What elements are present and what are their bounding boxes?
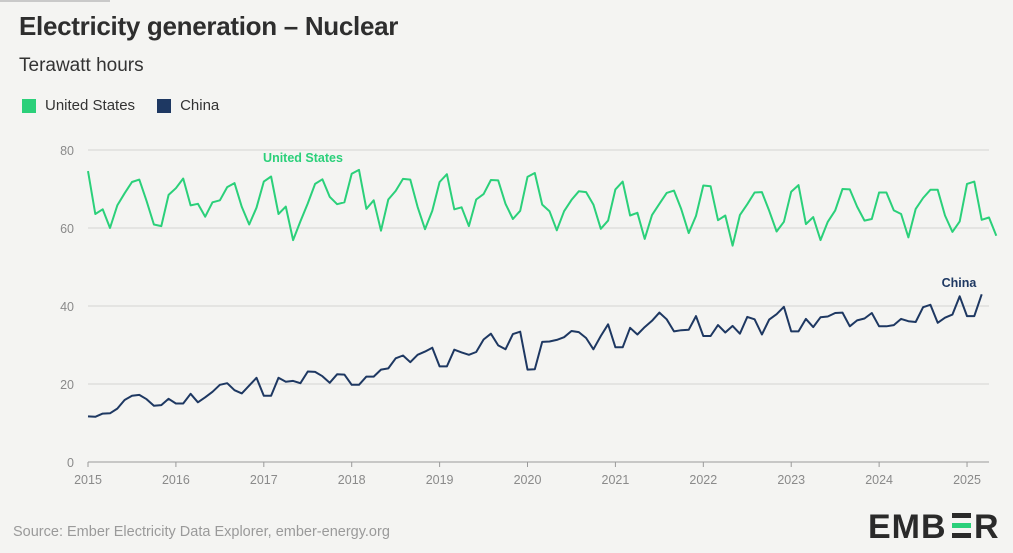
legend-item-united-states[interactable]: United States	[22, 97, 135, 114]
x-tick-label: 2023	[777, 473, 805, 487]
ember-logo: EMB R	[868, 508, 999, 543]
series-line-china	[87, 293, 983, 418]
y-tick-label: 60	[60, 222, 74, 236]
legend-swatch-united-states	[22, 98, 36, 113]
source-note: Source: Ember Electricity Data Explorer,…	[13, 524, 390, 540]
x-tick-label: 2022	[689, 473, 717, 487]
svg-text:R: R	[974, 508, 999, 543]
logo-e-bars	[952, 513, 971, 538]
series-label-china: China	[942, 276, 978, 290]
x-tick-label: 2018	[338, 473, 366, 487]
legend-label-china: China	[180, 97, 220, 114]
x-tick-label: 2019	[426, 473, 454, 487]
x-tick-label: 2024	[865, 473, 893, 487]
chart-subtitle: Terawatt hours	[19, 55, 144, 76]
x-tick-label: 2015	[74, 473, 102, 487]
y-tick-label: 0	[67, 456, 74, 470]
legend-item-china[interactable]: China	[157, 97, 219, 114]
x-tick-label: 2025	[953, 473, 981, 487]
y-tick-label: 20	[60, 378, 74, 392]
x-tick-label: 2020	[514, 473, 542, 487]
legend-swatch-china	[157, 98, 172, 113]
x-tick-label: 2016	[162, 473, 190, 487]
series-label-united-states: United States	[263, 151, 343, 165]
x-tick-label: 2017	[250, 473, 278, 487]
top-accent-bar	[0, 0, 110, 2]
chart-title: Electricity generation – Nuclear	[19, 11, 399, 41]
x-tick-label: 2021	[602, 473, 630, 487]
svg-text:EMB: EMB	[868, 508, 947, 543]
legend-label-united-states: United States	[45, 97, 136, 114]
series-line-united-states	[87, 168, 998, 247]
y-tick-label: 80	[60, 144, 74, 158]
legend: United States China	[22, 97, 219, 114]
y-tick-label: 40	[60, 300, 74, 314]
